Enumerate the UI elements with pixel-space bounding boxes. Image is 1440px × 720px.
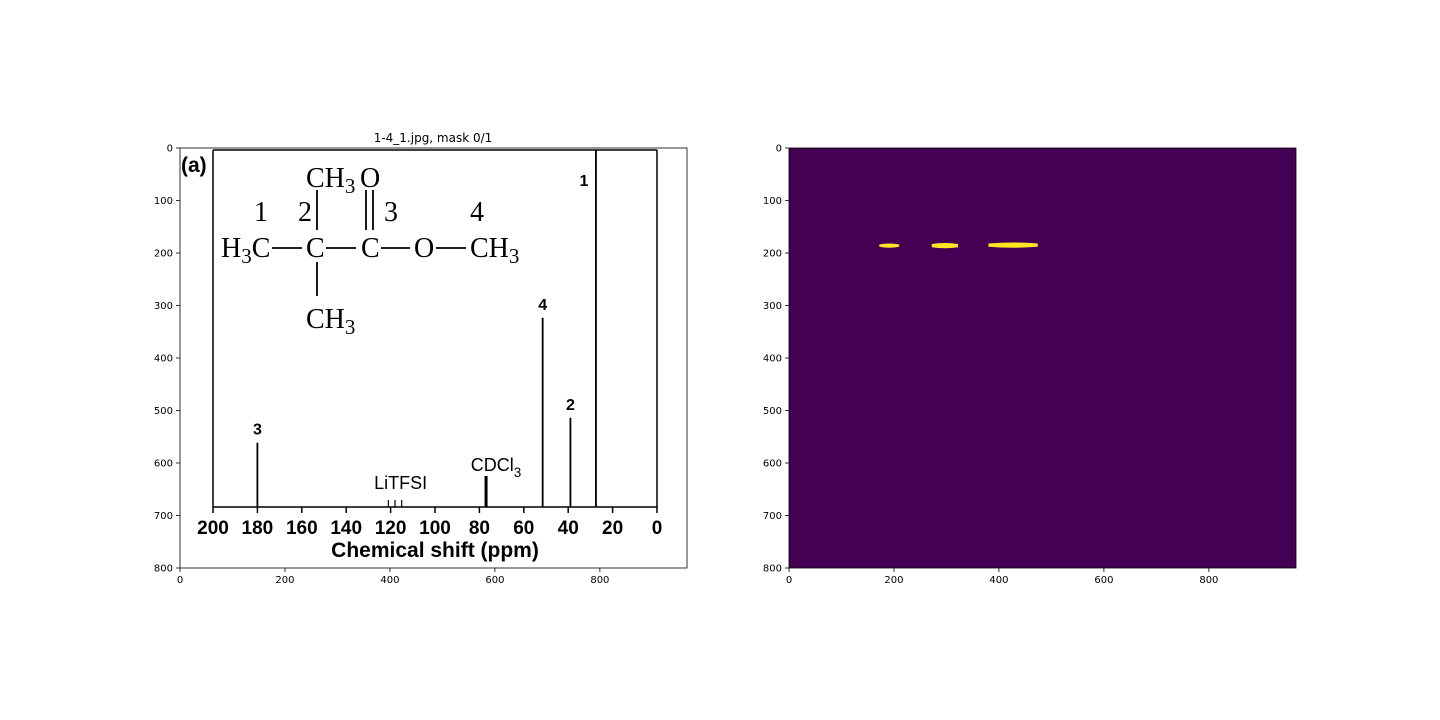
x-tick-label: 600 bbox=[1094, 575, 1113, 586]
spectrum-tick-label: 40 bbox=[558, 518, 579, 539]
x-tick-label: 0 bbox=[786, 575, 792, 586]
y-tick-label: 600 bbox=[763, 459, 782, 470]
spectrum-annotation: LiTFSI bbox=[374, 473, 427, 493]
site-3-label: 3 bbox=[384, 197, 398, 228]
spectrum-xlabel: Chemical shift (ppm) bbox=[331, 539, 539, 562]
spectrum-tick-label: 140 bbox=[330, 518, 362, 539]
top-methyl-label: CH3 bbox=[306, 163, 355, 198]
y-tick-label: 400 bbox=[763, 354, 782, 365]
chemical-structure: CH3 O 1 2 3 4 H3C C C O CH3 CH3 bbox=[221, 163, 519, 339]
spectrum-tick-label: 0 bbox=[652, 518, 663, 539]
spectrum-tick-label: 60 bbox=[513, 518, 534, 539]
x-tick-label: 400 bbox=[380, 575, 399, 586]
spectrum-tick-label: 180 bbox=[242, 518, 274, 539]
ester-oxygen: O bbox=[414, 233, 434, 264]
peak-label: 1 bbox=[579, 173, 588, 190]
spectrum-tick-label: 20 bbox=[602, 518, 623, 539]
mask-region bbox=[931, 243, 958, 249]
y-tick-label: 500 bbox=[154, 406, 173, 417]
spectrum-annotation: CDCl3 bbox=[471, 455, 522, 480]
y-tick-label: 400 bbox=[154, 354, 173, 365]
carbonyl-carbon: C bbox=[361, 233, 380, 264]
y-tick-label: 0 bbox=[167, 144, 173, 155]
site-1-label: 1 bbox=[254, 197, 268, 228]
site-2-label: 2 bbox=[298, 197, 312, 228]
y-tick-label: 300 bbox=[154, 301, 173, 312]
spectrum-tick-label: 100 bbox=[419, 518, 451, 539]
x-tick-label: 200 bbox=[275, 575, 294, 586]
mask-region bbox=[988, 242, 1038, 248]
x-tick-label: 200 bbox=[884, 575, 903, 586]
spectrum-tick-label: 80 bbox=[469, 518, 490, 539]
peak-label: 3 bbox=[253, 422, 262, 439]
y-tick-label: 200 bbox=[763, 249, 782, 260]
x-tick-label: 600 bbox=[485, 575, 504, 586]
y-tick-label: 600 bbox=[154, 459, 173, 470]
left-title: 1-4_1.jpg, mask 0/1 bbox=[374, 131, 493, 145]
right-methyl-label: CH3 bbox=[470, 233, 519, 268]
x-tick-label: 0 bbox=[177, 575, 183, 586]
spectrum-ticks: 200 180 160 140 120 100 80 60 40 20 0 bbox=[197, 507, 662, 539]
y-tick-label: 100 bbox=[763, 196, 782, 207]
left-methyl-label: H3C bbox=[221, 233, 270, 268]
spectrum-tick-label: 200 bbox=[197, 518, 229, 539]
y-tick-label: 0 bbox=[776, 144, 782, 155]
spectrum-tick-label: 120 bbox=[375, 518, 407, 539]
y-tick-label: 100 bbox=[154, 196, 173, 207]
svg-text:CH3: CH3 bbox=[306, 163, 355, 198]
right-axis-ticks: 0 200 400 600 800 0 100 200 300 400 500 600 700 800 bbox=[763, 144, 1219, 587]
site-4-label: 4 bbox=[470, 197, 484, 228]
bottom-methyl-label: CH3 bbox=[306, 304, 355, 339]
peak-label: 2 bbox=[566, 397, 575, 414]
x-tick-label: 400 bbox=[989, 575, 1008, 586]
y-tick-label: 700 bbox=[154, 511, 173, 522]
y-tick-label: 500 bbox=[763, 406, 782, 417]
left-axis-ticks: 0 200 400 600 800 0 100 200 300 400 500 600 700 800 bbox=[154, 144, 610, 587]
y-tick-label: 800 bbox=[154, 564, 173, 575]
mask-region bbox=[879, 243, 900, 248]
image-background bbox=[180, 148, 687, 568]
mask-background bbox=[789, 148, 1296, 568]
carbonyl-oxygen: O bbox=[360, 163, 380, 194]
y-tick-label: 200 bbox=[154, 249, 173, 260]
spectrum-tick-label: 160 bbox=[286, 518, 318, 539]
x-tick-label: 800 bbox=[590, 575, 609, 586]
spectrum-annotations: LiTFSI CDCl3 bbox=[374, 455, 521, 493]
quaternary-carbon: C bbox=[306, 233, 325, 264]
peak-label: 4 bbox=[538, 297, 547, 314]
x-tick-label: 800 bbox=[1199, 575, 1218, 586]
mask-regions bbox=[879, 242, 1038, 249]
left-image: (a) CH3 O 1 2 3 4 H3C C C O CH3 CH3 bbox=[180, 148, 687, 568]
y-tick-label: 700 bbox=[763, 511, 782, 522]
y-tick-label: 800 bbox=[763, 564, 782, 575]
panel-label: (a) bbox=[181, 154, 207, 177]
y-tick-label: 300 bbox=[763, 301, 782, 312]
